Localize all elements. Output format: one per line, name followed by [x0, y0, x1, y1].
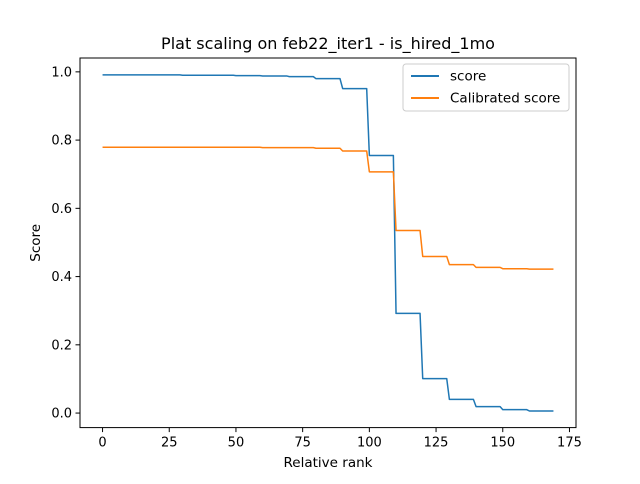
- legend-label-calibrated-score: Calibrated score: [450, 91, 560, 107]
- y-tick-label: 1.0: [51, 65, 72, 80]
- y-tick-label: 0.2: [51, 338, 72, 353]
- x-tick-label: 100: [357, 436, 382, 451]
- x-tick-label: 75: [294, 436, 311, 451]
- x-tick-label: 125: [424, 436, 449, 451]
- x-tick-label: 150: [490, 436, 515, 451]
- x-tick-label: 25: [161, 436, 178, 451]
- y-axis-label: Score: [28, 224, 44, 262]
- y-tick-label: 0.0: [51, 407, 72, 422]
- y-tick-label: 0.8: [51, 134, 72, 149]
- series-line-score: [102, 74, 554, 412]
- y-tick-label: 0.4: [51, 270, 72, 285]
- plot-frame: [79, 57, 577, 429]
- series-layer: [102, 74, 554, 412]
- x-axis-label: Relative rank: [284, 455, 373, 471]
- legend-label-score: score: [450, 69, 486, 85]
- series-line-calibrated-score: [102, 146, 554, 270]
- x-tick-label: 175: [557, 436, 582, 451]
- x-tick-label: 0: [98, 436, 106, 451]
- x-tick-label: 50: [228, 436, 245, 451]
- tick-layer: 0 25 50 75 100 125 150 175 0.0 0.2 0.4 0.6 0.8 1.0: [51, 65, 582, 450]
- legend: score Calibrated score: [402, 63, 570, 112]
- legend-box: [402, 63, 570, 112]
- chart-title: Plat scaling on feb22_iter1 - is_hired_1…: [161, 34, 495, 54]
- y-tick-label: 0.6: [51, 202, 72, 217]
